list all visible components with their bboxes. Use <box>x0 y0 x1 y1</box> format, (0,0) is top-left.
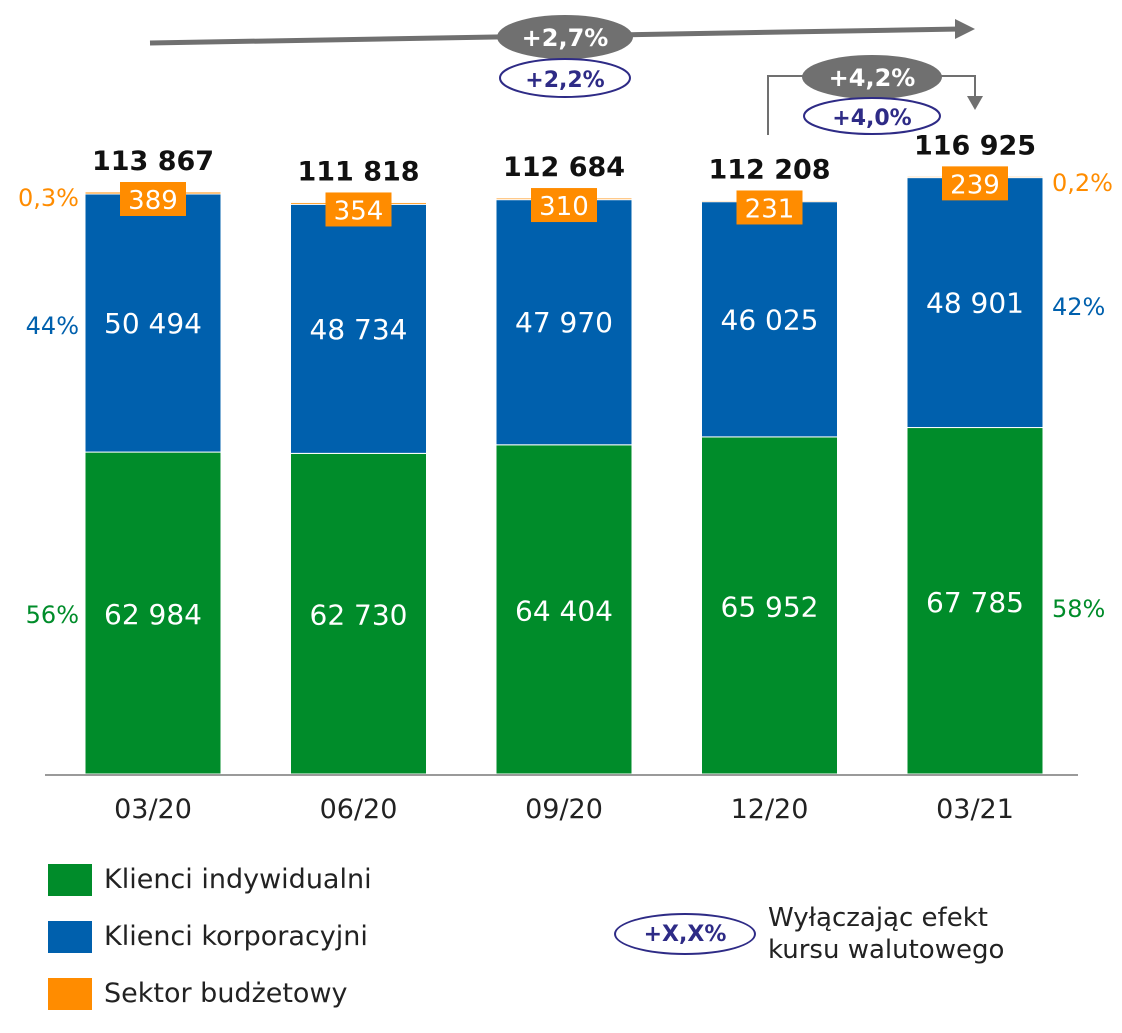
share-left-corporate: 44% <box>26 312 79 340</box>
quarter-growth-fx-pill <box>803 97 941 135</box>
bars-layer <box>84 175 1044 775</box>
annual-growth-pill <box>497 15 633 59</box>
value-box-budget <box>531 188 597 223</box>
value-label-corporate: 47 970 <box>515 306 613 339</box>
bar-corporate-12-20 <box>701 201 838 438</box>
fx-note-text: Wyłączając efekt kursu walutowego <box>768 902 1004 966</box>
annual-growth-arrow-head <box>955 19 975 39</box>
annual-growth-fx-pill <box>499 58 631 98</box>
bar-corporate-03-20 <box>84 193 222 453</box>
bar-individual-03-20 <box>84 451 222 775</box>
value-box-budget <box>120 182 186 216</box>
value-label-corporate: 50 494 <box>104 307 202 340</box>
deposits-chart: 62 984 50 494 389 113 867 03/20 62 730 48 734 3… <box>18 15 1113 825</box>
share-right-corporate: 42% <box>1052 293 1105 321</box>
legend-item-budget: Sektor budżetowy <box>48 976 372 1011</box>
value-label-individual: 62 730 <box>310 599 408 632</box>
value-label-individual: 67 785 <box>926 586 1024 619</box>
bar-individual-03-21 <box>906 427 1044 775</box>
share-right-budget: 0,2% <box>1052 169 1113 197</box>
quarter-growth-value: +4,2% <box>829 64 916 92</box>
legend-swatch-budget <box>48 977 92 1010</box>
value-label-budget: 231 <box>745 194 795 224</box>
quarter-growth-arrow-head <box>967 96 983 110</box>
fx-note: +X,X% Wyłączając efekt kursu walutowego <box>614 902 1004 966</box>
labels-layer: 62 984 50 494 389 113 867 03/20 62 730 48 734 3… <box>92 130 1036 825</box>
value-label-individual: 64 404 <box>515 594 613 627</box>
x-tick-label: 09/20 <box>525 794 603 825</box>
value-label-budget: 354 <box>334 196 384 226</box>
value-label-individual: 65 952 <box>721 590 819 623</box>
total-label: 116 925 <box>914 130 1036 161</box>
share-right-individual: 58% <box>1052 595 1105 623</box>
bar-corporate-06-20 <box>290 203 427 454</box>
legend: Klienci indywidualni Klienci korporacyjn… <box>48 862 372 1033</box>
total-label: 111 818 <box>297 156 419 187</box>
value-label-budget: 310 <box>539 192 589 222</box>
bar-individual-12-20 <box>701 436 838 775</box>
bar-individual-06-20 <box>290 452 427 775</box>
share-left-budget: 0,3% <box>18 184 79 212</box>
total-label: 112 684 <box>503 152 625 183</box>
legend-swatch-individual <box>48 863 92 896</box>
quarter-growth-pill <box>802 55 942 99</box>
total-label: 113 867 <box>92 146 214 177</box>
legend-label-budget: Sektor budżetowy <box>104 978 348 1009</box>
value-box-budget <box>942 166 1008 201</box>
fx-note-line-2: kursu walutowego <box>768 935 1005 965</box>
fx-note-line-1: Wyłączając efekt <box>768 903 988 933</box>
x-tick-label: 03/21 <box>936 794 1014 825</box>
bar-corporate-03-21 <box>906 177 1044 429</box>
total-label: 112 208 <box>708 154 830 185</box>
share-left-individual: 56% <box>26 601 79 629</box>
annual-growth-fx-value: +2,2% <box>525 68 604 93</box>
legend-label-individual: Klienci indywidualni <box>104 864 372 895</box>
quarter-growth-fx-value: +4,0% <box>832 106 911 131</box>
quarter-growth-annotation: +4,2% +4,0% <box>767 55 983 135</box>
value-label-corporate: 46 025 <box>721 303 819 336</box>
x-tick-label: 12/20 <box>731 794 809 825</box>
value-box-budget <box>736 190 803 225</box>
legend-swatch-corporate <box>48 920 92 953</box>
annual-growth-value: +2,7% <box>522 24 609 52</box>
value-label-budget: 389 <box>128 186 178 216</box>
value-label-individual: 62 984 <box>104 598 202 631</box>
x-tick-label: 03/20 <box>114 794 192 825</box>
legend-label-corporate: Klienci korporacyjni <box>104 921 368 952</box>
value-label-corporate: 48 734 <box>310 313 408 346</box>
fx-note-pill: +X,X% <box>614 913 756 955</box>
value-box-budget <box>325 192 392 227</box>
legend-item-individual: Klienci indywidualni <box>48 862 372 897</box>
value-label-budget: 239 <box>950 170 1000 200</box>
value-label-corporate: 48 901 <box>926 287 1024 320</box>
legend-item-corporate: Klienci korporacyjni <box>48 919 372 954</box>
annual-growth-annotation: +2,7% +2,2% <box>149 15 975 98</box>
x-tick-label: 06/20 <box>320 794 398 825</box>
